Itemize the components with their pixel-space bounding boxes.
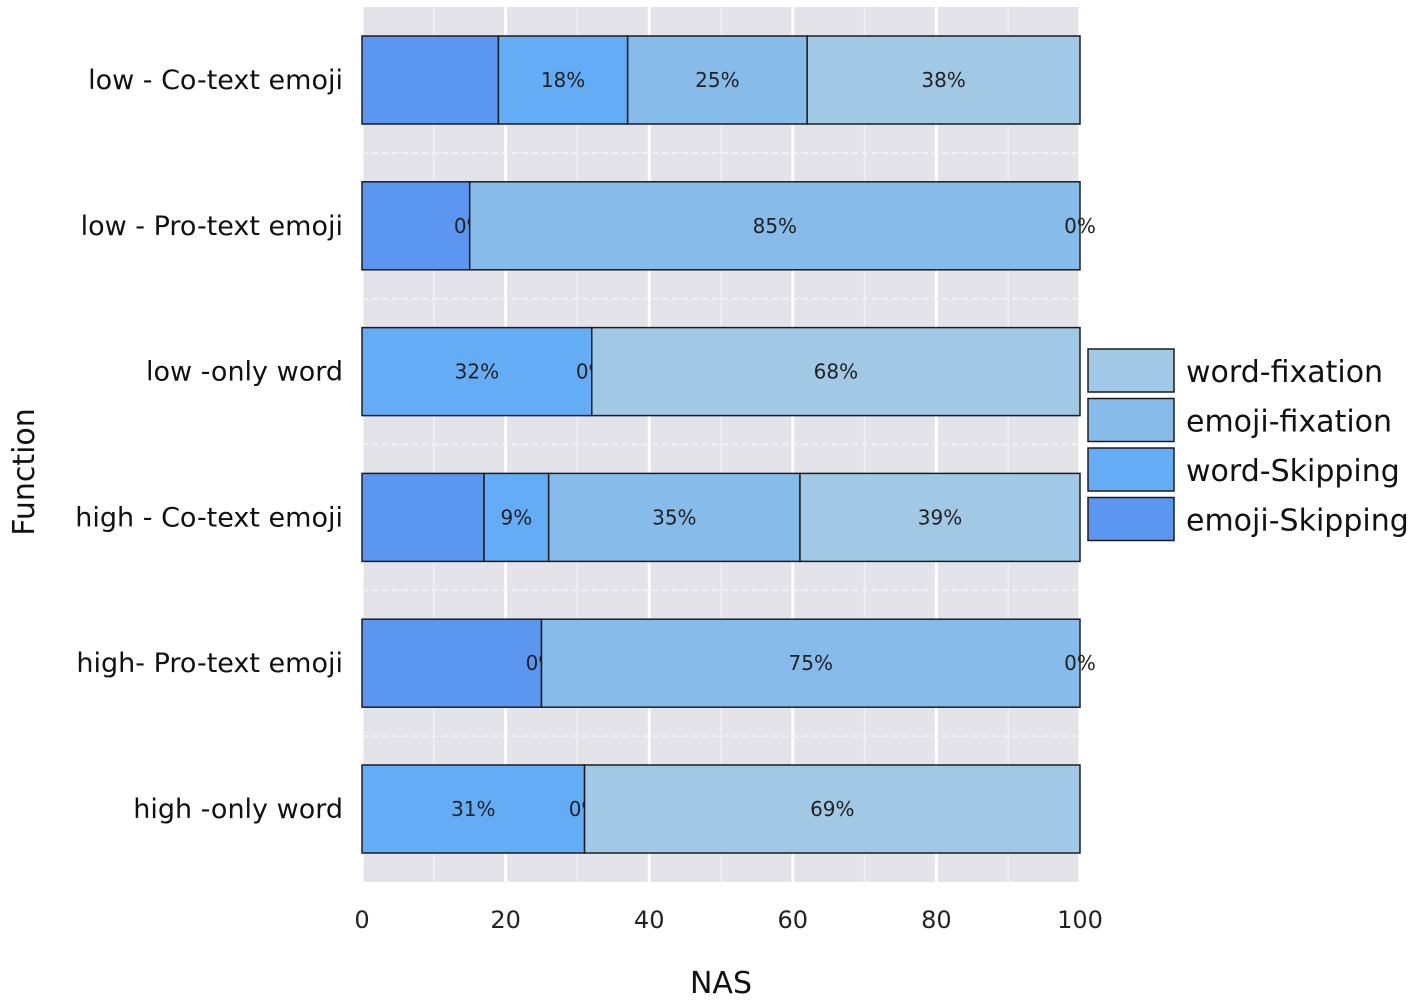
category-label: low - Pro-text emoji bbox=[81, 211, 343, 242]
data-label: 18% bbox=[541, 68, 585, 92]
bar-segment-word-fixation bbox=[583, 764, 1081, 854]
legend-swatch bbox=[1087, 496, 1175, 542]
bar-segment-emoji-fixation bbox=[468, 181, 1081, 271]
category-label: high -only word bbox=[133, 794, 343, 825]
x-tick-labels: 0 20 40 60 80 100 bbox=[354, 906, 1103, 934]
bar-segment-emoji-skipping bbox=[361, 618, 543, 708]
data-label: 38% bbox=[921, 68, 965, 92]
legend-swatch bbox=[1087, 397, 1175, 443]
bar-segment-word-fixation bbox=[799, 472, 1081, 563]
x-axis-title: NAS bbox=[690, 966, 752, 1001]
legend-label: word-fixation bbox=[1186, 355, 1383, 390]
y-axis-title: Function bbox=[7, 408, 42, 536]
x-tick-label: 40 bbox=[634, 906, 665, 934]
data-label: 69% bbox=[810, 797, 854, 821]
data-label: 0% bbox=[1064, 214, 1096, 238]
category-labels: low - Co-text emoji low - Pro-text emoji l… bbox=[75, 65, 343, 825]
x-tick-label: 80 bbox=[921, 906, 952, 934]
bar-segment-emoji-skipping bbox=[361, 35, 500, 125]
data-label: 68% bbox=[814, 360, 858, 384]
data-label: 25% bbox=[695, 68, 739, 92]
category-label: high - Co-text emoji bbox=[75, 502, 343, 533]
x-tick-label: 20 bbox=[490, 906, 521, 934]
data-label: 0% bbox=[1064, 651, 1096, 675]
legend-label: word-Skipping bbox=[1186, 454, 1400, 489]
data-label: 9% bbox=[501, 505, 533, 529]
data-label: 35% bbox=[652, 505, 696, 529]
bar-segment-word-skipping bbox=[361, 326, 593, 417]
data-label: 31% bbox=[451, 797, 495, 821]
x-tick-label: 100 bbox=[1057, 906, 1103, 934]
category-label: low - Co-text emoji bbox=[88, 65, 343, 96]
legend-swatch bbox=[1087, 447, 1175, 492]
bar-segment-word-fixation bbox=[806, 35, 1081, 125]
bar-segment-emoji-skipping bbox=[361, 181, 471, 271]
grid-lines bbox=[360, 7, 1082, 882]
bar-segment-emoji-fixation bbox=[626, 35, 808, 125]
bars: 18%25%38%0%85%0%32%0%68%9%35%39%0%75%0%3… bbox=[361, 35, 1096, 854]
data-label: 39% bbox=[918, 505, 962, 529]
bar-segment-word-fixation bbox=[591, 326, 1081, 417]
category-label: high- Pro-text emoji bbox=[76, 648, 343, 679]
legend: word-fixation emoji-fixation word-Skipping… bbox=[1087, 348, 1409, 542]
legend-swatch bbox=[1087, 348, 1175, 393]
x-tick-label: 0 bbox=[354, 906, 369, 934]
legend-label: emoji-fixation bbox=[1186, 405, 1392, 440]
data-label: 85% bbox=[753, 214, 797, 238]
bar-segment-emoji-fixation bbox=[540, 618, 1081, 708]
data-label: 32% bbox=[455, 360, 499, 384]
data-label: 75% bbox=[789, 651, 833, 675]
x-tick-label: 60 bbox=[778, 906, 809, 934]
category-label: low -only word bbox=[146, 357, 343, 388]
bar-segment-emoji-fixation bbox=[547, 472, 801, 563]
bar-segment-emoji-skipping bbox=[361, 472, 485, 563]
legend-label: emoji-Skipping bbox=[1186, 504, 1409, 539]
